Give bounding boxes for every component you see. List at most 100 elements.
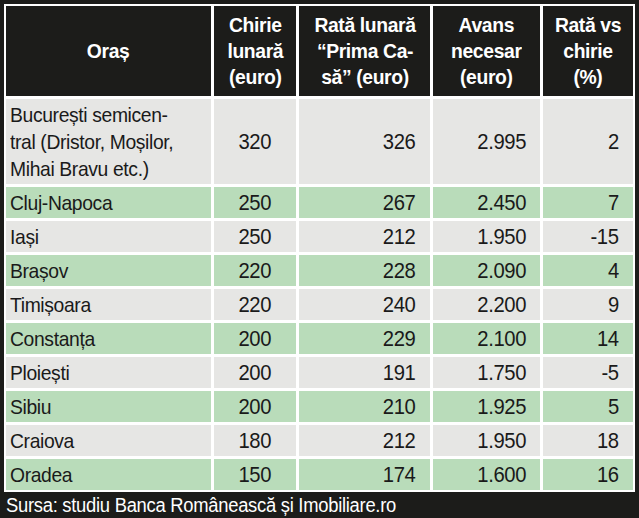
avans-cell: 1.925 <box>433 391 540 422</box>
table-body-area: Oraș Chirie lunară (euro) Rată lunară “P… <box>4 4 635 492</box>
pct-cell: -15 <box>543 221 633 252</box>
city-cell: Sibiu <box>6 391 211 422</box>
col-header-oras-label: Oraș <box>87 38 130 64</box>
rata-value: 210 <box>383 394 416 420</box>
col-header-rata-vs-chirie-label: Rată vs chirie (%) <box>555 12 621 90</box>
rata-cell: 326 <box>299 99 430 184</box>
rata-value: 326 <box>383 129 416 155</box>
rata-cell: 191 <box>299 357 430 388</box>
pct-value: 16 <box>597 462 619 488</box>
chirie-value: 150 <box>239 462 272 488</box>
city-label: București semicen- tral (Dristor, Moșilo… <box>10 101 173 182</box>
avans-value: 2.450 <box>477 190 526 216</box>
rata-value: 174 <box>383 462 416 488</box>
city-label: Ploiești <box>10 359 69 386</box>
rata-value: 240 <box>383 292 416 318</box>
city-cell: Iași <box>6 221 211 252</box>
chirie-value: 200 <box>239 360 272 386</box>
city-label: Craiova <box>10 427 74 454</box>
pct-cell: 4 <box>543 255 633 286</box>
chirie-cell: 220 <box>214 255 296 286</box>
pct-cell: 5 <box>543 391 633 422</box>
rata-cell: 212 <box>299 425 430 456</box>
pct-value: 5 <box>608 394 619 420</box>
chirie-value: 250 <box>239 224 272 250</box>
avans-value: 2.100 <box>477 326 526 352</box>
pct-cell: 16 <box>543 459 633 490</box>
pct-cell: 14 <box>543 323 633 354</box>
data-table: Oraș Chirie lunară (euro) Rată lunară “P… <box>6 6 633 490</box>
col-header-avans-necesar: Avans necesar (euro) <box>433 6 540 96</box>
city-cell: Craiova <box>6 425 211 456</box>
city-cell: Ploiești <box>6 357 211 388</box>
pct-value: -15 <box>591 224 619 250</box>
rata-cell: 174 <box>299 459 430 490</box>
city-cell: Oradea <box>6 459 211 490</box>
pct-value: 18 <box>597 428 619 454</box>
pct-cell: 7 <box>543 187 633 218</box>
avans-cell: 1.950 <box>433 425 540 456</box>
col-header-avans-necesar-label: Avans necesar (euro) <box>451 12 521 90</box>
avans-value: 1.600 <box>477 462 526 488</box>
source-note-text: Sursa: studiu Banca Românească și Imobil… <box>6 494 396 517</box>
pct-value: 9 <box>608 292 619 318</box>
pct-cell: 9 <box>543 289 633 320</box>
col-header-chirie-lunara: Chirie lunară (euro) <box>214 6 296 96</box>
col-header-oras: Oraș <box>6 6 211 96</box>
col-header-rata-vs-chirie: Rată vs chirie (%) <box>543 6 633 96</box>
rata-value: 191 <box>383 360 416 386</box>
avans-cell: 2.090 <box>433 255 540 286</box>
rata-value: 228 <box>383 258 416 284</box>
pct-value: 4 <box>608 258 619 284</box>
chirie-cell: 320 <box>214 99 296 184</box>
avans-cell: 2.995 <box>433 99 540 184</box>
city-label: Cluj-Napoca <box>10 189 112 216</box>
chirie-cell: 200 <box>214 323 296 354</box>
chirie-value: 220 <box>239 258 272 284</box>
avans-value: 2.090 <box>477 258 526 284</box>
col-header-chirie-lunara-label: Chirie lunară (euro) <box>227 12 283 90</box>
chirie-cell: 150 <box>214 459 296 490</box>
city-label: Brașov <box>10 257 68 284</box>
pct-cell: -5 <box>543 357 633 388</box>
chirie-cell: 200 <box>214 357 296 388</box>
avans-cell: 1.600 <box>433 459 540 490</box>
chirie-cell: 200 <box>214 391 296 422</box>
rata-value: 267 <box>383 190 416 216</box>
city-cell: Timișoara <box>6 289 211 320</box>
infographic-table: Oraș Chirie lunară (euro) Rată lunară “P… <box>0 0 639 518</box>
city-label: Oradea <box>10 461 72 488</box>
avans-value: 1.950 <box>477 224 526 250</box>
rata-cell: 267 <box>299 187 430 218</box>
avans-cell: 1.750 <box>433 357 540 388</box>
chirie-cell: 250 <box>214 221 296 252</box>
chirie-value: 180 <box>239 428 272 454</box>
pct-cell: 2 <box>543 99 633 184</box>
chirie-value: 200 <box>239 394 272 420</box>
rata-cell: 240 <box>299 289 430 320</box>
avans-value: 1.925 <box>477 394 526 420</box>
city-cell: Brașov <box>6 255 211 286</box>
chirie-value: 320 <box>239 129 272 155</box>
city-cell: Constanța <box>6 323 211 354</box>
city-cell: Cluj-Napoca <box>6 187 211 218</box>
pct-value: 14 <box>597 326 619 352</box>
rata-cell: 228 <box>299 255 430 286</box>
chirie-value: 200 <box>239 326 272 352</box>
chirie-cell: 180 <box>214 425 296 456</box>
avans-cell: 2.100 <box>433 323 540 354</box>
avans-value: 1.750 <box>477 360 526 386</box>
col-header-rata-lunara: Rată lunară “Prima Ca- să” (euro) <box>299 6 430 96</box>
pct-value: 2 <box>608 129 619 155</box>
avans-value: 2.200 <box>477 292 526 318</box>
pct-cell: 18 <box>543 425 633 456</box>
city-label: Constanța <box>10 325 95 352</box>
source-note: Sursa: studiu Banca Românească și Imobil… <box>4 492 635 518</box>
avans-value: 1.950 <box>477 428 526 454</box>
avans-value: 2.995 <box>477 129 526 155</box>
rata-cell: 212 <box>299 221 430 252</box>
pct-value: 7 <box>608 190 619 216</box>
rata-value: 212 <box>383 428 416 454</box>
city-label: Sibiu <box>10 393 51 420</box>
chirie-value: 220 <box>239 292 272 318</box>
